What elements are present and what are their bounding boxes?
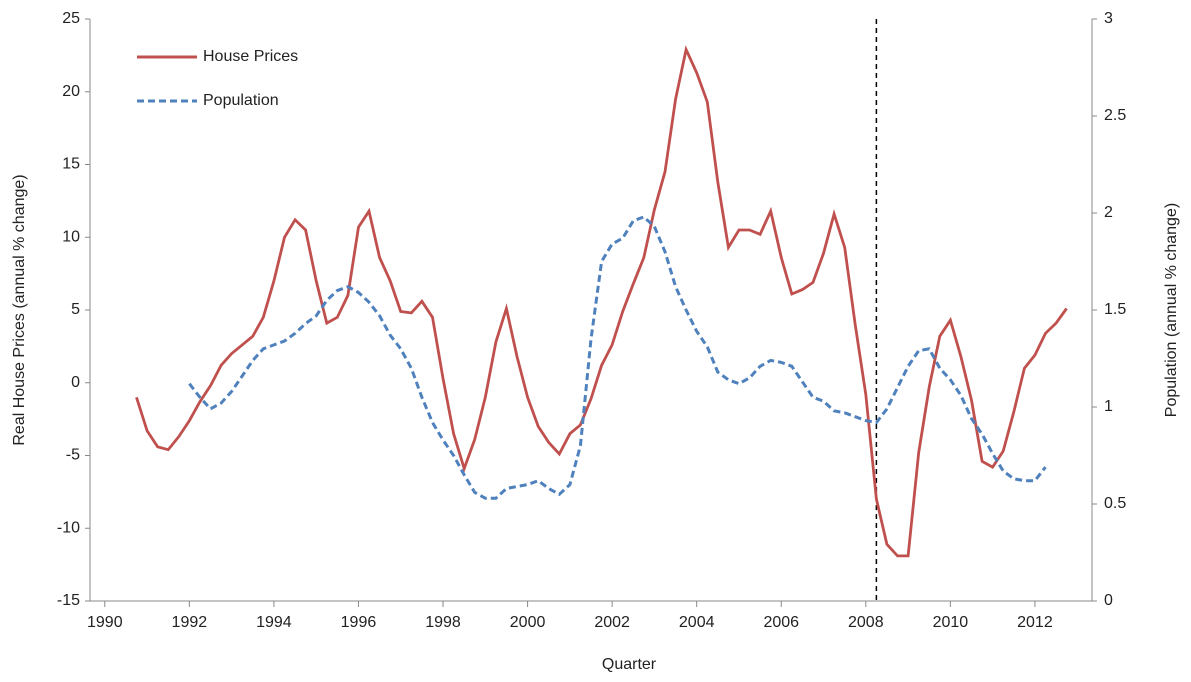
y2-tick-label: 2 xyxy=(1104,204,1113,221)
y-axis-label: Real House Prices (annual % change) xyxy=(11,174,28,445)
x-tick-label: 2012 xyxy=(1017,614,1053,631)
y2-tick-label: 0.5 xyxy=(1104,495,1126,512)
x-tick-label: 1994 xyxy=(256,614,292,631)
legend-label: House Prices xyxy=(203,48,298,65)
x-tick-label: 1990 xyxy=(87,614,123,631)
y2-tick-label: 1.5 xyxy=(1104,301,1126,318)
y2-tick-label: 0 xyxy=(1104,592,1113,609)
y-tick-label: 20 xyxy=(62,83,80,100)
y-tick-label: 0 xyxy=(71,374,80,391)
x-tick-label: 1992 xyxy=(172,614,208,631)
y-tick-label: 15 xyxy=(62,156,80,173)
x-tick-label: 1998 xyxy=(425,614,461,631)
y2-tick-label: 3 xyxy=(1104,10,1113,27)
legend-label: Population xyxy=(203,92,279,109)
x-tick-label: 2002 xyxy=(594,614,630,631)
y-tick-label: -15 xyxy=(57,592,80,609)
x-tick-label: 2004 xyxy=(679,614,715,631)
y-tick-label: 10 xyxy=(62,228,80,245)
y2-axis-label: Population (annual % change) xyxy=(1163,203,1180,417)
x-tick-label: 1996 xyxy=(341,614,377,631)
y2-tick-label: 2.5 xyxy=(1104,107,1126,124)
y-tick-label: -10 xyxy=(57,519,80,536)
x-tick-label: 2008 xyxy=(848,614,884,631)
y-tick-label: 25 xyxy=(62,10,80,27)
y-tick-label: -5 xyxy=(66,447,80,464)
y-tick-label: 5 xyxy=(71,301,80,318)
x-axis-label: Quarter xyxy=(602,656,657,673)
series-line xyxy=(135,45,1068,558)
x-tick-label: 2006 xyxy=(763,614,799,631)
x-tick-label: 2010 xyxy=(933,614,969,631)
series-line xyxy=(188,215,1047,500)
x-tick-label: 2000 xyxy=(510,614,546,631)
y2-tick-label: 1 xyxy=(1104,398,1113,415)
